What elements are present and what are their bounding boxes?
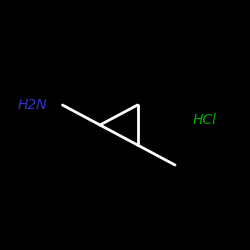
Text: HCl: HCl [193,113,217,127]
Text: H2N: H2N [18,98,47,112]
